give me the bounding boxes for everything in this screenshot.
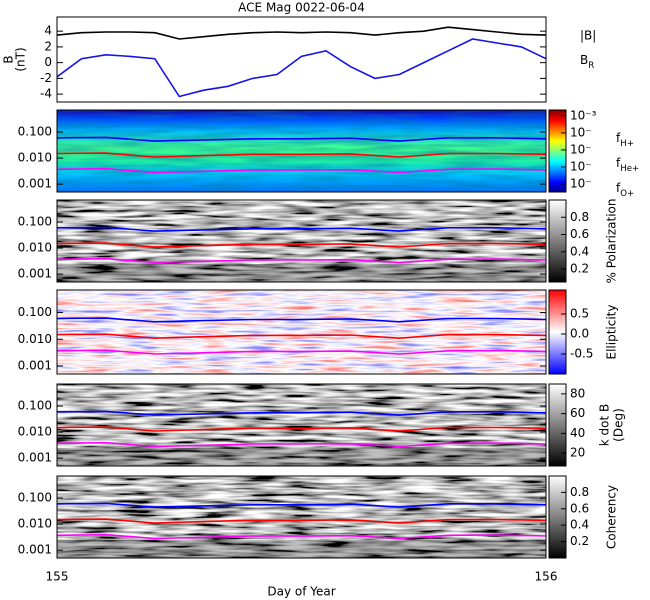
series-line — [56, 257, 547, 264]
plot-frame — [56, 16, 547, 103]
colorbar — [548, 199, 567, 283]
colorbar-tick-label: 60 — [570, 406, 585, 420]
series-line — [56, 426, 547, 432]
spectrogram-texture — [57, 110, 546, 192]
colorbar — [548, 475, 567, 559]
x-tick-label: 155 — [46, 570, 69, 584]
plot-frame — [56, 199, 547, 283]
y-tick-label: 0.001 — [18, 358, 52, 372]
y-tick-label: 0.001 — [18, 267, 52, 281]
legend-label: BR — [580, 53, 594, 71]
y-tick-label: 0 — [44, 55, 52, 69]
spectrogram-shade — [57, 539, 546, 558]
y-tick-label: 0.010 — [18, 151, 52, 165]
plot-frame — [56, 383, 547, 467]
x-axis-label: Day of Year — [267, 585, 335, 599]
colorbar-tick-label: 0.4 — [570, 518, 589, 532]
colorbar — [548, 109, 567, 193]
colorbar-tick-label: 0.8 — [570, 485, 589, 499]
y-axis-label: B — [2, 55, 16, 63]
colorbar-tick-label: 0.4 — [570, 244, 589, 258]
spectrogram-shade — [57, 263, 546, 282]
colorbar-tick-label: 10⁻ — [570, 142, 592, 156]
series-line — [56, 152, 547, 158]
y-tick-label: 0.001 — [18, 451, 52, 465]
plot-frame — [56, 475, 547, 559]
plot-frame — [56, 289, 547, 375]
y-tick-label: 0.100 — [18, 215, 52, 229]
legend-label: |B| — [580, 29, 596, 43]
series-line — [56, 441, 547, 448]
legend-label: fH+ — [616, 131, 634, 149]
colorbar-label: Ellipticity — [605, 305, 619, 360]
colorbar-tick-label: 10⁻³ — [570, 108, 597, 122]
series-line — [56, 167, 547, 174]
colorbar-tick-label: 0.2 — [570, 534, 589, 548]
colorbar-tick-label: -0.5 — [570, 347, 593, 361]
colorbar-tick-label: 0.5 — [570, 307, 589, 321]
y-tick-label: 0.100 — [18, 125, 52, 139]
y-tick-label: 2 — [44, 39, 52, 53]
spectrogram-image — [57, 476, 546, 558]
colorbar-label: (Deg) — [612, 408, 626, 442]
colorbar-tick-label: 10⁻ — [570, 125, 592, 139]
colorbar-label: k dot B — [598, 404, 612, 446]
series-line — [56, 242, 547, 248]
chart-title: ACE Mag 0022-06-04 — [238, 1, 365, 15]
spectrogram-shade — [57, 447, 546, 466]
plot-frame — [56, 109, 547, 193]
series-line — [56, 333, 547, 340]
colorbar-tick-label: 0.2 — [570, 262, 589, 276]
spectrogram-image — [57, 290, 546, 374]
y-tick-label: -4 — [40, 87, 52, 101]
series-line — [56, 136, 547, 142]
series-line — [56, 533, 547, 540]
y-tick-label: 0.010 — [18, 517, 52, 531]
y-tick-label: 0.100 — [18, 305, 52, 319]
series-line — [56, 502, 547, 508]
legend-label: fO+ — [616, 181, 634, 199]
y-tick-label: 0.100 — [18, 491, 52, 505]
y-tick-label: 0.010 — [18, 332, 52, 346]
colorbar-tick-label: 40 — [570, 426, 585, 440]
colorbar-tick-label: 10⁻ — [570, 177, 592, 191]
spectrogram-image — [57, 384, 546, 466]
y-tick-label: 0.010 — [18, 425, 52, 439]
y-axis-label: (nT) — [14, 47, 28, 71]
colorbar-tick-label: 80 — [570, 386, 585, 400]
colorbar-tick-label: 0.0 — [570, 327, 589, 341]
colorbar-tick-label: 0.6 — [570, 227, 589, 241]
y-tick-label: -2 — [40, 71, 52, 85]
colorbar-tick-label: 20 — [570, 446, 585, 460]
series-line — [56, 38, 547, 98]
colorbar-tick-label: 10⁻ — [570, 159, 592, 173]
series-line — [56, 317, 547, 323]
series-line — [56, 349, 547, 355]
spectrogram-image — [57, 200, 546, 282]
colorbar-label: Coherency — [605, 485, 619, 549]
x-tick-label: 156 — [535, 570, 558, 584]
series-line — [56, 518, 547, 524]
y-tick-label: 0.001 — [18, 543, 52, 557]
colorbar-tick-label: 0.8 — [570, 210, 589, 224]
colorbar-label: % Polarization — [605, 199, 619, 284]
series-line — [56, 226, 547, 232]
y-tick-label: 4 — [44, 24, 52, 38]
colorbar — [548, 383, 567, 467]
colorbar-tick-label: 0.6 — [570, 501, 589, 515]
series-line — [56, 26, 547, 40]
series-line — [56, 410, 547, 416]
legend-label: fHe+ — [616, 156, 639, 174]
y-tick-label: 0.100 — [18, 399, 52, 413]
y-tick-label: 0.001 — [18, 177, 52, 191]
y-tick-label: 0.010 — [18, 241, 52, 255]
colorbar — [548, 289, 567, 375]
